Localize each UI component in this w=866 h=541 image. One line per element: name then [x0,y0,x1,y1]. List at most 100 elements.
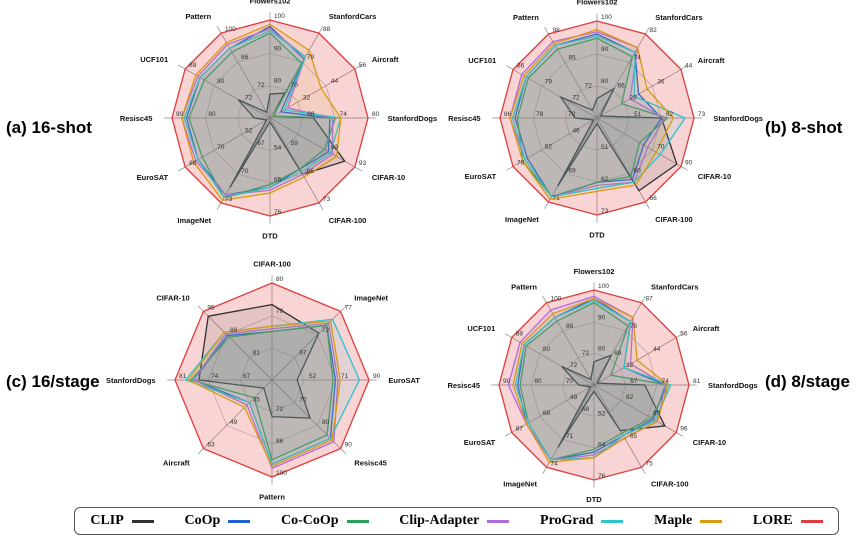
tick-label: 90 [601,46,609,53]
tick-label: 72 [582,350,590,357]
axis-label-aircraft: Aircraft [163,458,190,467]
axis-label-eurosat: EuroSAT [465,172,497,181]
legend-label: LORE [752,513,793,528]
tick-label: 51 [634,111,642,118]
tick-label: 83 [331,144,339,151]
tick-label: 80 [534,378,542,385]
axis-label-stanfordcars: StanfordCars [329,12,377,21]
tick-label: 36 [657,79,665,86]
tick-label: 88 [516,331,524,338]
tick-label: 78 [536,111,544,118]
axis-spoke [593,333,684,386]
tick-label: 73 [323,196,331,203]
legend-label: ProGrad [540,513,594,528]
axis-label-pattern: Pattern [259,492,285,501]
tick-label: 88 [323,26,331,33]
axis-label-eurosat: EuroSAT [388,376,420,385]
axis-spoke [596,27,650,119]
tick-label: 86 [566,323,574,330]
tick-label: 32 [303,94,311,101]
tick-label: 100 [601,14,612,21]
axis-label-stanfordcars: StanfordCars [651,282,699,291]
axis-label-dtd: DTD [589,230,605,239]
axis-spoke [506,117,598,171]
tick-label: 82 [626,394,634,401]
series-lore-polygon [499,20,695,216]
axis-label-ucf101: UCF101 [467,324,495,333]
tick-label: 80 [208,111,216,118]
axis-spoke [596,117,650,209]
legend-label: CoOp [184,513,221,528]
legend-item-lore: LORE [753,513,823,529]
series-maple-polygon [187,320,341,468]
axis-label-cifar-100: CIFAR-100 [253,260,291,269]
tick-label: 100 [551,296,562,303]
tick-label: 56 [680,331,688,338]
tick-label: 65 [630,433,638,440]
axis-label-imagenet: ImageNet [503,480,537,489]
tick-label: 44 [331,78,339,85]
tick-label: 73 [698,111,706,118]
radar-panel-2: 80 70 77 72 67 90 71 52 90 80 70 100 86 72 63 49 35 81 74 6… [106,260,420,502]
tick-label: 65 [274,177,282,184]
legend-item-clip: CLIP [90,513,154,529]
tick-label: 68 [543,410,551,417]
tick-label: 74 [551,460,559,467]
series-clip-adapter-polygon [507,295,667,461]
axis-label-eurosat: EuroSAT [137,173,169,182]
tick-label: 86 [517,63,525,70]
legend: CLIP CoOp Co-CoOp Clip-Adapter ProGrad M… [74,507,839,535]
axis-spoke [197,305,273,381]
tick-label: 54 [274,144,282,151]
tick-label: 67 [630,378,638,385]
series-co-coop-polygon [188,32,337,199]
tick-label: 100 [274,13,285,20]
tick-label: 72 [257,82,265,89]
axis-spoke [216,26,271,119]
axis-spoke [544,117,598,209]
series-clip-adapter-polygon [509,31,666,198]
radar-panel-3: 100 90 80 87 78 69 56 44 32 81 74 67 96 89 82 75 65 76 64 5… [447,267,757,504]
tick-label: 70 [276,308,284,315]
tick-label: 100 [276,470,287,477]
tick-label: 72 [570,362,578,369]
tick-label: 79 [545,79,553,86]
axis-label-aircraft: Aircraft [693,324,720,333]
tick-label: 62 [666,111,674,118]
tick-label: 89 [189,62,197,69]
axis-label-resisc45: Resisc45 [447,381,480,390]
tick-label: 60 [633,167,641,174]
series-prograd-polygon [184,318,361,465]
legend-item-prograd: ProGrad [540,513,624,529]
tick-label: 78 [517,160,525,167]
tick-label: 71 [553,195,561,202]
axis-spoke [593,295,646,386]
series-clip-polygon [557,86,678,192]
tick-label: 73 [225,196,233,203]
axis-label-ucf101: UCF101 [140,55,168,64]
axis-label-cifar-10: CIFAR-10 [698,172,731,181]
tick-label: 66 [307,168,315,175]
tick-label: 71 [341,373,349,380]
legend-swatch [131,519,154,523]
radar-panel-1: 100 90 80 82 74 66 44 36 28 73 62 51 90 70 66 60 73 62 51 7… [448,0,763,239]
tick-label: 80 [543,346,551,353]
tick-label: 66 [617,82,625,89]
legend-item-coop: CoOp [184,513,251,529]
tick-label: 89 [653,410,661,417]
tick-label: 80 [598,346,606,353]
legend-swatch [700,519,723,523]
tick-label: 72 [245,94,253,101]
tick-label: 85 [569,55,577,62]
legend-swatch [800,519,823,523]
tick-label: 70 [241,168,249,175]
tick-label: 81 [253,350,261,357]
tick-label: 56 [359,62,367,69]
tick-label: 76 [274,209,282,216]
axis-label-pattern: Pattern [185,12,211,21]
tick-label: 69 [569,167,577,174]
tick-label: 67 [299,350,307,357]
series-maple-polygon [509,28,675,201]
tick-label: 90 [503,378,511,385]
tick-label: 67 [257,140,265,147]
